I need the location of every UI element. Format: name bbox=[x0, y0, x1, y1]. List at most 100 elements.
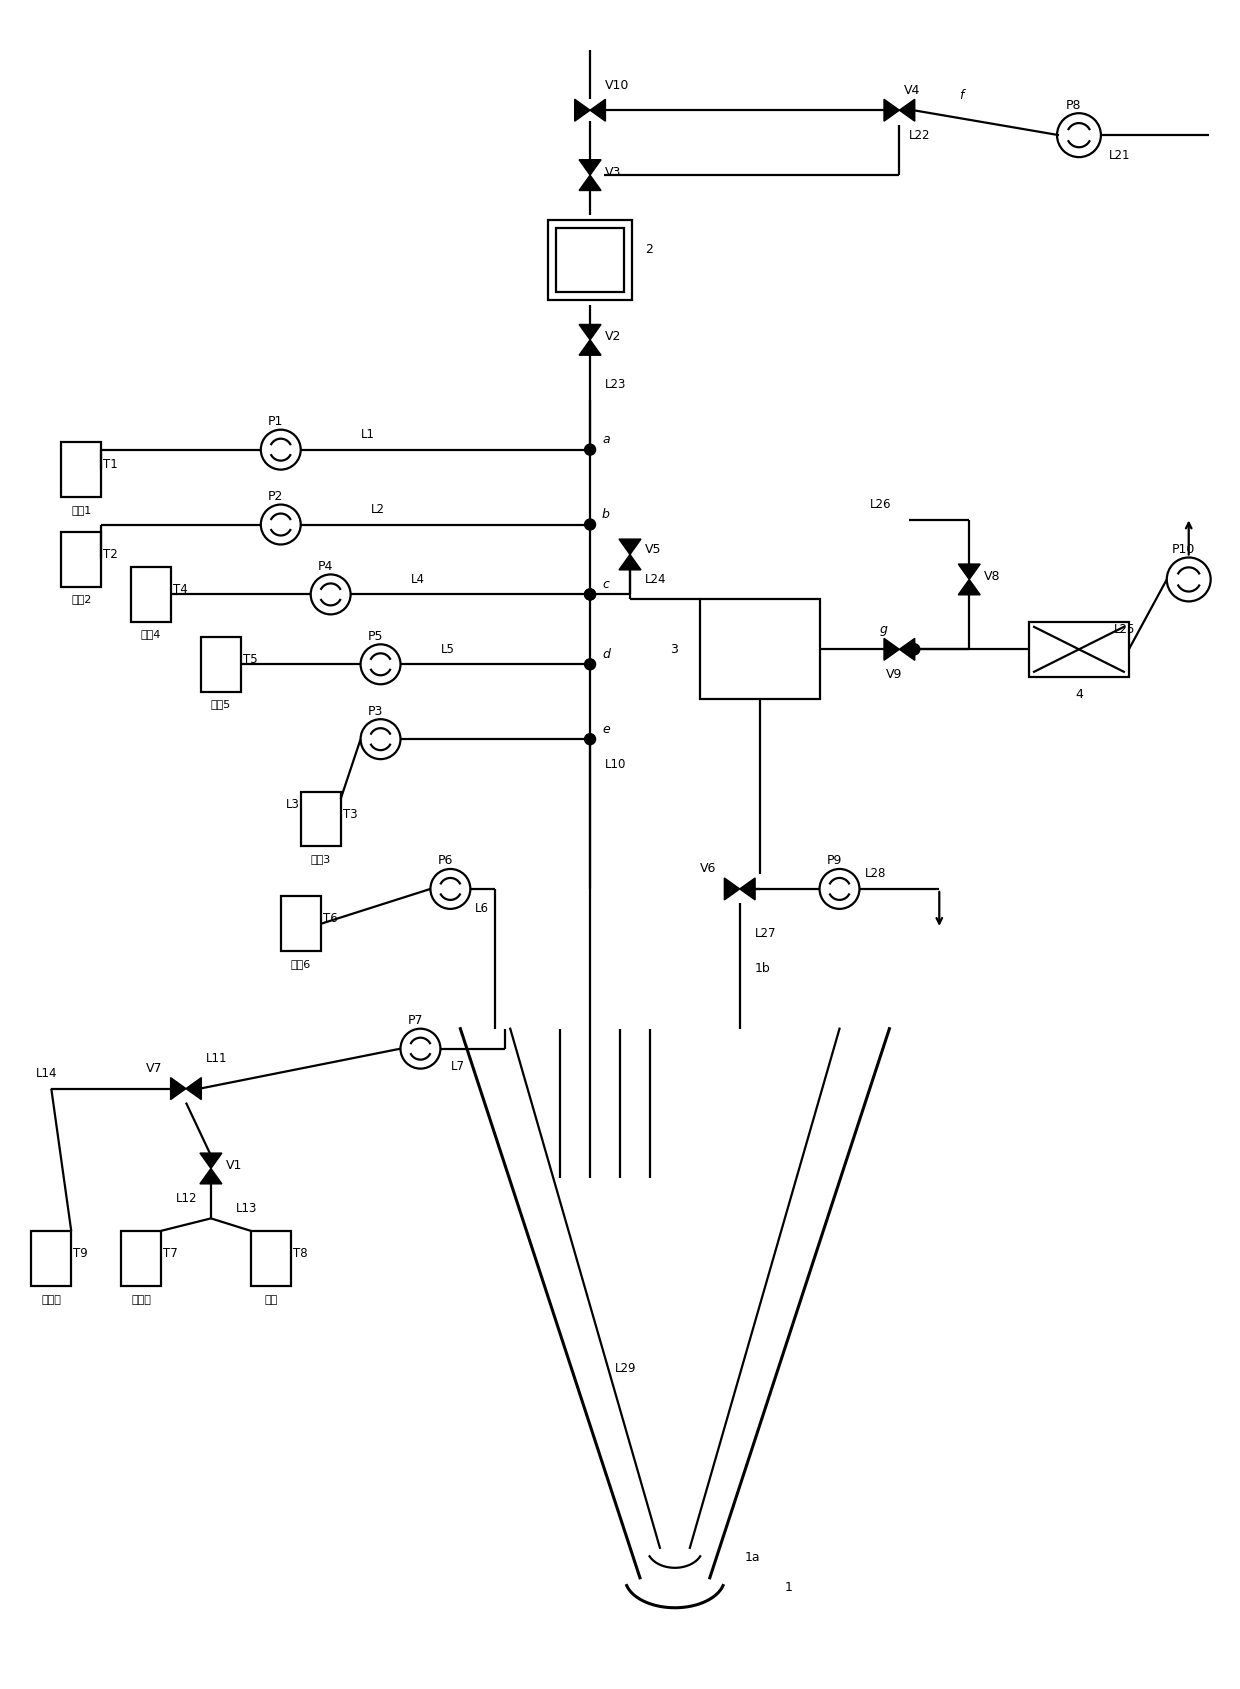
Text: 试剂2: 试剂2 bbox=[71, 595, 92, 605]
Polygon shape bbox=[186, 1078, 201, 1100]
Polygon shape bbox=[899, 638, 915, 660]
Text: L27: L27 bbox=[755, 927, 776, 941]
Text: L3: L3 bbox=[285, 797, 300, 811]
Polygon shape bbox=[899, 100, 915, 122]
Text: L26: L26 bbox=[869, 498, 890, 512]
Text: 试剂5: 试剂5 bbox=[211, 699, 231, 709]
Text: 2: 2 bbox=[645, 243, 652, 257]
Text: L29: L29 bbox=[615, 1361, 636, 1375]
Text: L5: L5 bbox=[440, 644, 454, 655]
Polygon shape bbox=[959, 579, 980, 595]
Text: 4: 4 bbox=[1075, 687, 1083, 701]
Text: 1: 1 bbox=[785, 1581, 792, 1594]
Text: 纯水: 纯水 bbox=[264, 1295, 278, 1306]
Circle shape bbox=[584, 444, 595, 454]
Polygon shape bbox=[740, 878, 755, 900]
Circle shape bbox=[584, 589, 595, 600]
Text: f: f bbox=[960, 90, 963, 101]
Bar bbox=[280, 897, 321, 951]
Text: V5: V5 bbox=[645, 542, 661, 556]
Text: V4: V4 bbox=[904, 84, 921, 96]
Polygon shape bbox=[884, 100, 899, 122]
Bar bbox=[250, 1231, 290, 1285]
Bar bbox=[31, 1231, 71, 1285]
Text: e: e bbox=[603, 723, 610, 736]
Text: L23: L23 bbox=[605, 378, 626, 392]
Text: T9: T9 bbox=[73, 1246, 88, 1260]
Text: c: c bbox=[603, 578, 609, 591]
Polygon shape bbox=[619, 554, 641, 569]
Text: L2: L2 bbox=[371, 503, 384, 517]
Text: P1: P1 bbox=[268, 415, 284, 429]
Text: L13: L13 bbox=[236, 1203, 257, 1214]
Polygon shape bbox=[200, 1169, 222, 1184]
Text: L14: L14 bbox=[36, 1067, 58, 1081]
Text: T2: T2 bbox=[103, 547, 118, 561]
Text: P8: P8 bbox=[1066, 98, 1081, 111]
Text: b: b bbox=[603, 508, 610, 520]
Bar bbox=[122, 1231, 161, 1285]
Text: 试剂4: 试剂4 bbox=[141, 630, 161, 640]
Polygon shape bbox=[579, 160, 601, 176]
Bar bbox=[301, 792, 341, 846]
Text: V7: V7 bbox=[146, 1062, 162, 1076]
Text: P4: P4 bbox=[317, 561, 334, 573]
Polygon shape bbox=[579, 324, 601, 339]
Text: L28: L28 bbox=[864, 868, 885, 880]
Text: 3: 3 bbox=[670, 644, 678, 655]
Text: V1: V1 bbox=[226, 1159, 242, 1172]
Text: L21: L21 bbox=[1109, 149, 1131, 162]
Text: 1b: 1b bbox=[755, 963, 770, 975]
Text: L10: L10 bbox=[605, 758, 626, 770]
Bar bbox=[61, 532, 102, 586]
Circle shape bbox=[584, 589, 595, 600]
Text: T1: T1 bbox=[103, 458, 118, 471]
Text: L1: L1 bbox=[361, 429, 374, 441]
Text: L6: L6 bbox=[475, 902, 490, 915]
Text: T5: T5 bbox=[243, 654, 258, 665]
Text: P3: P3 bbox=[368, 704, 383, 718]
Text: L24: L24 bbox=[645, 573, 666, 586]
Polygon shape bbox=[724, 878, 740, 900]
Text: T6: T6 bbox=[322, 912, 337, 926]
Text: 样品液: 样品液 bbox=[131, 1295, 151, 1306]
Bar bbox=[131, 568, 171, 622]
Text: V6: V6 bbox=[699, 863, 717, 875]
Bar bbox=[201, 637, 241, 692]
Bar bbox=[548, 220, 632, 301]
Polygon shape bbox=[619, 539, 641, 554]
Text: V8: V8 bbox=[985, 569, 1001, 583]
Text: T4: T4 bbox=[174, 583, 187, 596]
Text: L11: L11 bbox=[206, 1052, 227, 1066]
Polygon shape bbox=[590, 100, 605, 122]
Text: 洗涤液: 洗涤液 bbox=[41, 1295, 61, 1306]
Text: P9: P9 bbox=[827, 855, 842, 868]
Polygon shape bbox=[579, 176, 601, 191]
Text: 试剂1: 试剂1 bbox=[71, 505, 92, 515]
Polygon shape bbox=[171, 1078, 186, 1100]
Circle shape bbox=[909, 644, 920, 655]
Polygon shape bbox=[884, 638, 899, 660]
Polygon shape bbox=[579, 339, 601, 355]
Text: T8: T8 bbox=[293, 1246, 308, 1260]
Bar bbox=[699, 600, 820, 699]
Text: P6: P6 bbox=[438, 855, 453, 868]
Text: V9: V9 bbox=[887, 667, 903, 681]
Circle shape bbox=[584, 733, 595, 745]
Circle shape bbox=[584, 659, 595, 671]
Text: g: g bbox=[879, 623, 888, 635]
Polygon shape bbox=[200, 1154, 222, 1169]
Text: V3: V3 bbox=[605, 166, 621, 179]
Polygon shape bbox=[959, 564, 980, 579]
Text: P7: P7 bbox=[408, 1013, 423, 1027]
Text: 1a: 1a bbox=[745, 1551, 760, 1564]
Text: T7: T7 bbox=[162, 1246, 177, 1260]
Text: L12: L12 bbox=[176, 1192, 197, 1204]
Text: d: d bbox=[603, 649, 610, 660]
Text: L4: L4 bbox=[410, 573, 424, 586]
Polygon shape bbox=[574, 100, 590, 122]
Bar bbox=[1029, 622, 1128, 677]
Text: P10: P10 bbox=[1172, 542, 1195, 556]
Circle shape bbox=[584, 519, 595, 530]
Bar bbox=[61, 443, 102, 497]
